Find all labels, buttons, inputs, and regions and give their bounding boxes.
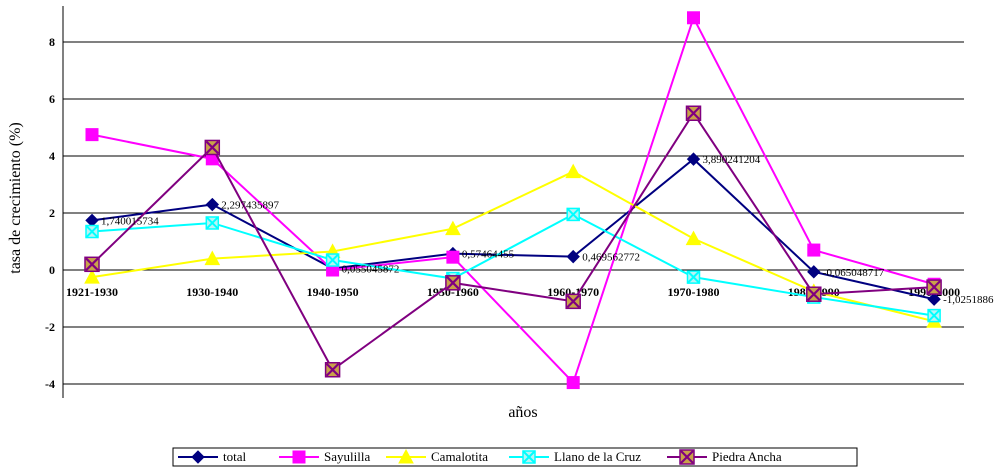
legend-item: Sayulilla bbox=[279, 449, 370, 464]
data-point bbox=[807, 243, 821, 257]
data-point bbox=[566, 376, 580, 390]
data-point bbox=[685, 105, 702, 121]
series-line bbox=[91, 213, 935, 317]
x-tick-label: 1921-1930 bbox=[66, 285, 118, 299]
legend-item: Camalotita bbox=[386, 448, 488, 464]
legend-item: Piedra Ancha bbox=[667, 449, 782, 465]
data-point bbox=[565, 293, 581, 310]
data-label: -0,065048717 bbox=[823, 267, 885, 279]
data-point bbox=[522, 450, 536, 464]
data-point bbox=[687, 11, 700, 25]
data-label: -1,0251886 bbox=[943, 294, 994, 306]
data-point bbox=[325, 253, 340, 267]
legend: total Sayulilla Camalotita Llano de la Cruz… bbox=[172, 447, 858, 467]
data-point bbox=[84, 256, 100, 273]
data-point bbox=[205, 216, 220, 230]
x-tick-label: 1950-1960 bbox=[427, 285, 479, 299]
data-point bbox=[806, 286, 822, 302]
data-point bbox=[686, 152, 701, 166]
legend-label: Piedra Ancha bbox=[712, 449, 782, 464]
data-point bbox=[566, 249, 580, 264]
data-point bbox=[398, 448, 414, 464]
data-point bbox=[685, 230, 702, 246]
legend-label: Llano de la Cruz bbox=[554, 449, 641, 464]
data-point bbox=[204, 139, 221, 156]
y-tick-label: -4 bbox=[45, 377, 55, 391]
y-tick-label: 8 bbox=[49, 35, 55, 49]
legend-label: Sayulilla bbox=[324, 449, 370, 464]
y-tick-label: 0 bbox=[49, 263, 55, 277]
x-tick-label: 1930-1940 bbox=[186, 285, 238, 299]
data-label: 2,297435897 bbox=[221, 200, 279, 212]
series-line bbox=[91, 170, 935, 323]
y-axis-title: tasa de crecimiento (%) bbox=[7, 122, 24, 273]
data-point bbox=[807, 265, 821, 279]
y-tick-labels: -4 -2 0 2 4 6 8 bbox=[45, 35, 55, 391]
data-point bbox=[191, 450, 205, 464]
data-point bbox=[204, 250, 221, 266]
x-tick-label: 1940-1950 bbox=[307, 285, 359, 299]
data-point bbox=[324, 362, 341, 378]
legend-item: Llano de la Cruz bbox=[509, 449, 641, 464]
data-label: 0,57464455 bbox=[462, 249, 515, 261]
data-point bbox=[85, 213, 99, 228]
data-point bbox=[926, 279, 942, 295]
data-point bbox=[85, 128, 99, 142]
series-piedra-ancha bbox=[84, 105, 942, 378]
series-line bbox=[91, 15, 935, 385]
data-point bbox=[566, 207, 580, 222]
series-line bbox=[91, 157, 935, 301]
data-point bbox=[565, 163, 582, 179]
data-label: 1,740015734 bbox=[101, 215, 159, 227]
data-point bbox=[205, 197, 220, 212]
y-tick-label: 6 bbox=[49, 92, 55, 106]
data-point bbox=[84, 269, 100, 284]
data-point bbox=[446, 250, 460, 264]
x-tick-label: 1970-1980 bbox=[668, 285, 720, 299]
y-tick-label: -2 bbox=[45, 320, 55, 334]
legend-item: total bbox=[178, 449, 246, 464]
data-labels: 1,740015734 2,297435897 0,055045872 0,57464… bbox=[101, 154, 994, 306]
data-point bbox=[927, 292, 941, 306]
data-label: 0,469562772 bbox=[582, 252, 640, 264]
data-point bbox=[445, 275, 461, 291]
x-tick-label: 1960-1970 bbox=[547, 285, 599, 299]
x-axis-title: años bbox=[508, 404, 537, 421]
legend-label: Camalotita bbox=[431, 449, 488, 464]
series-lines bbox=[84, 11, 942, 390]
series-line bbox=[91, 111, 935, 372]
data-label: 3,890241204 bbox=[703, 154, 761, 166]
data-point bbox=[292, 450, 306, 464]
y-tick-label: 2 bbox=[49, 206, 55, 220]
data-label: 0,055045872 bbox=[342, 263, 400, 275]
gridlines bbox=[62, 6, 964, 398]
y-tick-label: 4 bbox=[49, 149, 55, 163]
data-point bbox=[927, 308, 941, 323]
data-point bbox=[679, 449, 695, 465]
legend-label: total bbox=[223, 449, 246, 464]
data-point bbox=[686, 270, 701, 284]
series-sayulilla bbox=[85, 11, 941, 390]
data-point bbox=[85, 224, 99, 239]
data-point bbox=[445, 220, 461, 236]
